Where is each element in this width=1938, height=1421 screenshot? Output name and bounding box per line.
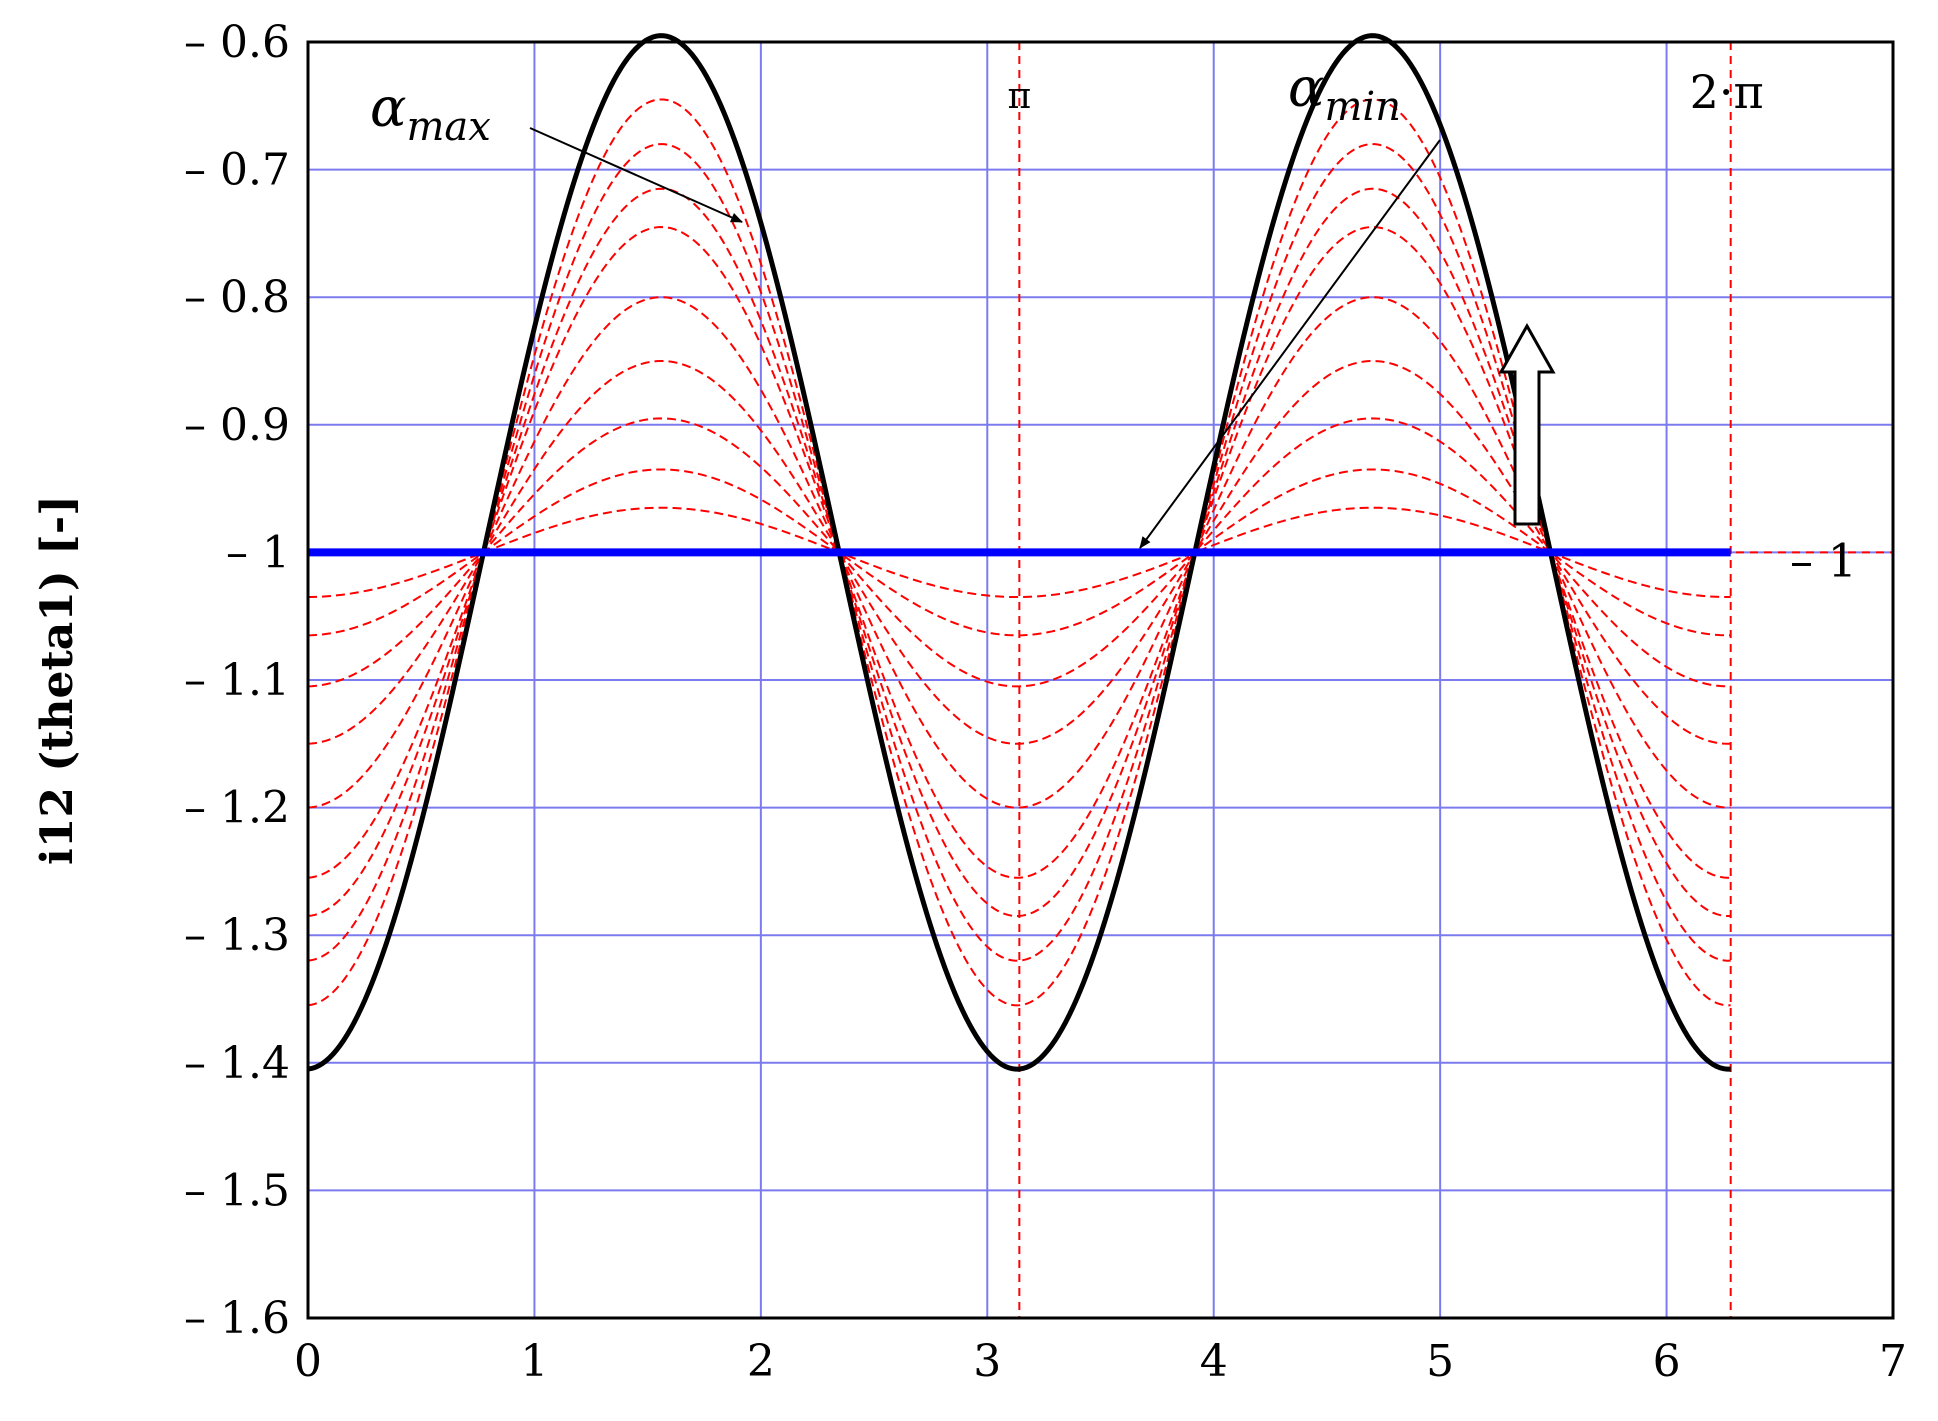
series-line xyxy=(307,296,1731,809)
series-line xyxy=(307,468,1731,637)
series-line xyxy=(307,187,1731,918)
y-tick-label: – 1.1 xyxy=(184,655,290,706)
alpha-min-annotation: αmin xyxy=(1288,56,1401,130)
x-tick-label: 6 xyxy=(1653,1336,1681,1387)
y-tick-label: – 0.9 xyxy=(184,400,290,451)
x-tick-label: 2 xyxy=(747,1336,775,1387)
series-group xyxy=(307,33,1731,1072)
minus-one-line-label: – 1 xyxy=(1790,533,1857,587)
series-line xyxy=(307,360,1731,745)
plot-frame xyxy=(306,40,1895,1320)
x-tick-label: 0 xyxy=(294,1336,322,1387)
x-tick-label: 1 xyxy=(520,1336,548,1387)
y-tick-label: – 1 xyxy=(226,527,290,578)
series-line xyxy=(307,143,1731,962)
alpha-max-arrow xyxy=(529,127,743,223)
series-line xyxy=(307,417,1731,688)
x-tick-label: 7 xyxy=(1879,1336,1907,1387)
up-arrow-icon xyxy=(1498,322,1556,526)
x-tick-label: 3 xyxy=(973,1336,1001,1387)
alpha-max-subscript: max xyxy=(406,104,490,150)
series-line xyxy=(307,98,1731,1007)
grid-lines xyxy=(307,41,1894,1319)
alpha-min-arrow xyxy=(1139,139,1441,549)
y-tick-label: – 0.6 xyxy=(184,17,290,68)
x-tick-label: 4 xyxy=(1200,1336,1228,1387)
alpha-min-subscript: min xyxy=(1324,84,1400,130)
y-tick-label: – 0.7 xyxy=(184,145,290,196)
x-tick-label: 5 xyxy=(1426,1336,1454,1387)
pi-line-label: π xyxy=(1008,76,1032,117)
alpha-max-annotation: αmax xyxy=(370,76,491,150)
y-tick-label: – 1.4 xyxy=(184,1038,290,1089)
series-line xyxy=(307,33,1731,1072)
tick-labels: 0 1 2 3 4 5 6 7 – 0.6 – 0.7 – 0.8 – 0.9 – 1 – 1.1 – 1.… xyxy=(184,17,1907,1387)
y-tick-label: – 0.8 xyxy=(184,272,290,323)
y-tick-label: – 1.2 xyxy=(184,783,290,834)
two-pi-line-label: 2·π xyxy=(1690,65,1764,119)
alpha-max-symbol: α xyxy=(370,76,406,139)
y-tick-label: – 1.3 xyxy=(184,910,290,961)
alpha-min-symbol: α xyxy=(1288,56,1324,119)
series-line xyxy=(307,226,1731,879)
y-axis-label: i12 (theta1) [-] xyxy=(32,495,83,865)
y-tick-label: – 1.5 xyxy=(184,1165,290,1216)
y-tick-label: – 1.6 xyxy=(184,1293,290,1344)
